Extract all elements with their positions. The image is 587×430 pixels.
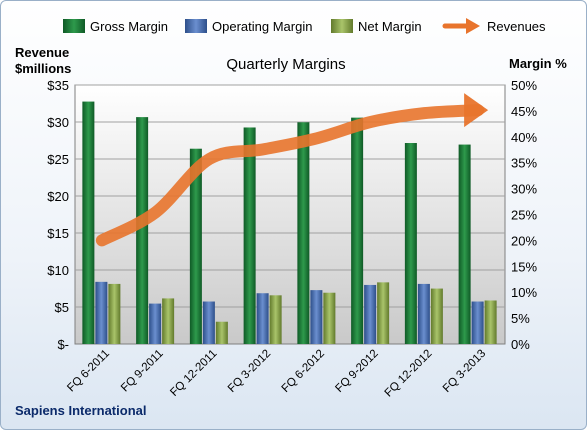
left-axis-title-line1: Revenue [15,45,69,60]
x-tick-label: FQ 6-2011 [65,348,112,395]
right-tick-label: 50% [511,78,537,93]
bar-net-margin [108,283,121,344]
left-tick-label: $25 [47,152,69,167]
x-tick-label: FQ 9-2011 [119,348,166,395]
x-tick-label: FQ 12-2011 [168,348,219,399]
left-tick-label: $- [57,337,69,352]
bar-net-margin [269,295,282,344]
bar-gross-margin [458,144,471,344]
legend-label-net-margin: Net Margin [358,19,422,34]
bar-gross-margin [136,117,149,344]
left-tick-label: $20 [47,189,69,204]
right-tick-label: 30% [511,182,537,197]
bar-net-margin [162,298,175,344]
right-tick-label: 20% [511,233,537,248]
chart-title: Quarterly Margins [226,56,345,73]
x-tick-label: FQ 3-2012 [226,348,273,395]
bar-operating-margin [471,301,484,344]
legend-label-gross-margin: Gross Margin [90,19,168,34]
x-tick-label: FQ 12-2012 [383,348,435,400]
bar-operating-margin [202,301,215,344]
revenue-line-arrowhead [464,93,489,128]
legend: Gross Margin Operating Margin Net Margin… [63,18,546,34]
x-tick-label: FQ 9-2012 [333,348,380,395]
bar-operating-margin [95,281,108,344]
bar-net-margin [430,288,443,344]
bar-gross-margin [404,143,417,344]
legend-label-operating-margin: Operating Margin [212,19,312,34]
bar-operating-margin [417,283,430,344]
bar-gross-margin [243,127,256,344]
left-tick-label: $10 [47,263,69,278]
legend-swatch-revenues [442,18,480,34]
bar-gross-margin [297,122,310,345]
left-tick-label: $15 [47,226,69,241]
bar-operating-margin [364,284,377,344]
left-axis-ticks: $- $5 $10 $15 $20 $25 $30 $35 [47,78,69,352]
right-axis-title: Margin % [509,56,567,71]
bar-gross-margin [82,101,95,345]
bars [82,101,497,345]
left-axis-title-line2: $millions [15,61,71,76]
left-tick-label: $35 [47,78,69,93]
right-tick-label: 5% [511,311,530,326]
legend-swatch-gross-margin [63,19,85,33]
legend-swatch-net-margin [331,19,353,33]
revenue-line-path [95,104,485,247]
x-axis-ticks: FQ 6-2011 FQ 9-2011 FQ 12-2011 FQ 3-2012 FQ … [65,348,488,400]
bar-gross-margin [189,148,202,344]
left-tick-label: $5 [55,300,69,315]
bar-gross-margin [351,117,364,344]
left-tick-label: $30 [47,115,69,130]
right-tick-label: 40% [511,130,537,145]
bar-net-margin [484,300,497,344]
right-tick-label: 45% [511,104,537,119]
legend-swatch-operating-margin [185,19,207,33]
source-label: Sapiens International [15,403,146,418]
bar-operating-margin [310,290,323,344]
bar-net-margin [377,282,390,344]
bar-net-margin [323,292,336,344]
revenue-line [95,93,489,247]
right-axis-ticks: 0% 5% 10% 15% 20% 25% 30% 35% 40% 45% 50% [511,78,537,352]
bar-operating-margin [256,293,269,344]
right-tick-label: 35% [511,156,537,171]
right-tick-label: 25% [511,208,537,223]
bar-operating-margin [149,303,162,344]
legend-label-revenues: Revenues [487,19,546,34]
bar-net-margin [215,321,228,344]
x-tick-label: FQ 6-2012 [280,348,327,395]
right-tick-label: 10% [511,285,537,300]
right-tick-label: 15% [511,259,537,274]
right-tick-label: 0% [511,337,530,352]
x-tick-label: FQ 3-2013 [441,348,488,395]
